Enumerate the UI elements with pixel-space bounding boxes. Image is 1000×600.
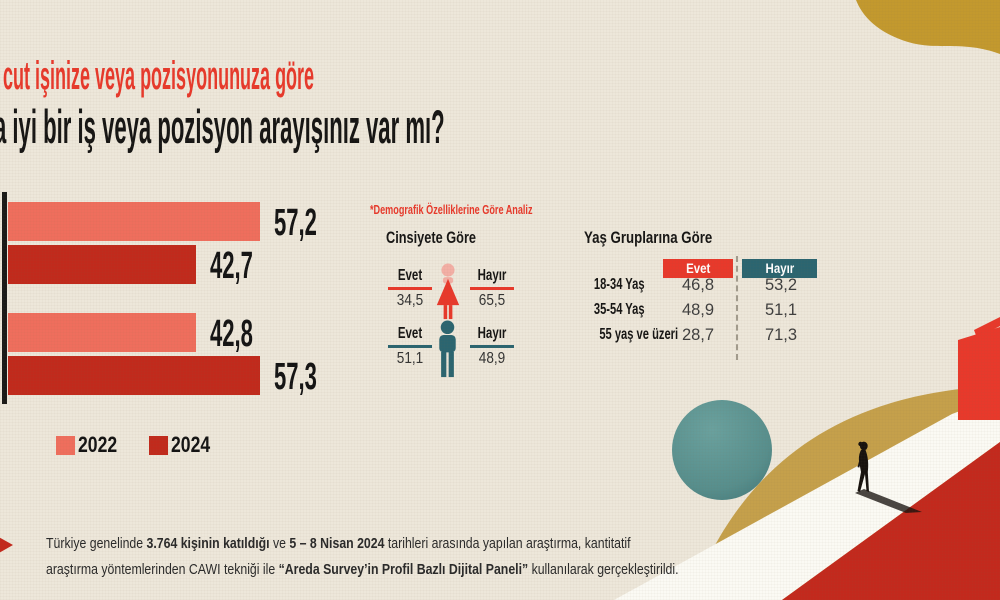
legend-swatch-2024 [148,435,168,455]
male-evet-cell: Evet 51,1 [388,326,432,367]
bar-value-label: 42,8 [210,313,254,355]
male-icon [439,320,456,378]
footnote-line-1: Türkiye genelinde 3.764 kişinin katıldığ… [46,535,631,552]
age-hayir-value: 51,1 [764,301,798,319]
age-evet-value: 48,9 [681,301,715,319]
hayir-label: Hayır [477,267,507,284]
legend-swatch-2022 [56,435,75,455]
male-hayir-value: 48,9 [478,349,506,367]
evet-label: Evet [397,325,423,342]
bar-value-label: 42,7 [209,245,253,287]
bar-row-2024-group1: 42,7 [0,245,400,287]
female-icon [436,263,460,320]
hayir-label: Hayır [477,325,507,342]
evet-column-header: Evet [663,259,733,278]
bar-2024-group1 [8,245,196,284]
evet-header-label: Evet [685,260,711,276]
walking-person-silhouette [855,441,922,513]
female-evet-value: 34,5 [396,291,424,309]
age-row-label: 18-34 Yaş [593,276,645,293]
hayir-column-header: Hayır [742,259,817,278]
legend-label-2022: 2022 [78,432,118,457]
bar-row-2024-group2: 57,3 [0,356,400,398]
bar-2024-group2 [8,356,261,395]
age-hayir-value: 71,3 [764,326,798,344]
headline-question: a iyi bir iş veya pozisyon arayışınız va… [0,100,445,153]
bar-value-label: 57,2 [273,202,317,244]
red-slope-shape [782,442,1000,600]
bar-row-2022-group2: 42,8 [0,313,400,355]
age-section-title: Yaş Gruplarına Göre [584,228,713,247]
hayir-header-label: Hayır [765,260,794,276]
white-path-shape [614,396,1000,600]
gender-section-title: Cinsiyete Göre [386,228,476,247]
age-evet-value: 46,8 [681,276,715,294]
chart-legend: 2022 2024 [56,434,220,456]
gold-wave-top-right-shape [856,0,1000,54]
age-hayir-value: 53,2 [764,276,798,294]
age-row-label: 55 yaş ve üzeri [599,326,679,343]
teal-circle-shape [672,400,772,500]
red-box-shape [958,317,1000,420]
male-evet-value: 51,1 [396,349,424,367]
male-hayir-cell: Hayır 48,9 [470,326,514,367]
underline [388,345,432,348]
bar-2022-group2 [8,313,197,352]
underline [470,287,514,290]
female-hayir-cell: Hayır 65,5 [470,268,514,309]
demographics-note: *Demografik Özelliklerine Göre Analiz [370,202,533,217]
female-hayir-value: 65,5 [478,291,506,309]
chart-axis-line [2,192,7,404]
bar-value-label: 57,3 [274,356,318,398]
age-row-label: 35-54 Yaş [593,301,645,318]
evet-label: Evet [397,267,423,284]
legend-item-2022: 2022 [56,434,127,456]
footnote-line-2: araştırma yöntemlerinden CAWI tekniği il… [46,561,679,578]
footer-triangle-marker [0,536,13,554]
legend-item-2024: 2024 [148,432,220,457]
female-evet-cell: Evet 34,5 [388,268,432,309]
bar-2022-group1 [8,202,260,241]
dashed-column-divider [736,256,738,360]
legend-label-2024: 2024 [170,432,211,457]
methodology-footnote: Türkiye genelinde 3.764 kişinin katıldığ… [46,531,679,583]
underline [470,345,514,348]
headline-red: cut işinize veya pozisyonunuza göre [3,54,315,98]
underline [388,287,432,290]
bar-row-2022-group1: 57,2 [0,202,400,244]
age-evet-value: 28,7 [681,326,715,344]
